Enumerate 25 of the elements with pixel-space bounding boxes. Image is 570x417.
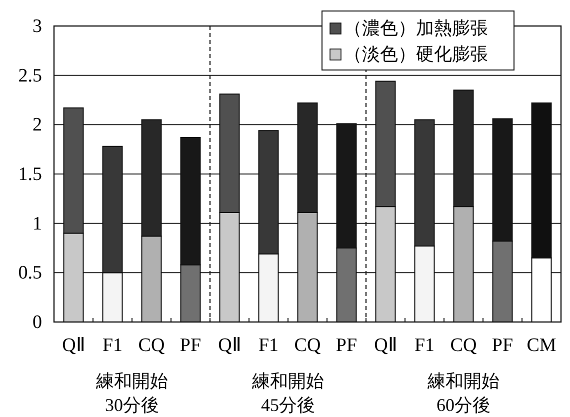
y-tick-label: 0.5	[18, 262, 42, 284]
x-tick-label: QⅡ	[218, 335, 241, 356]
x-tick-label: CM	[526, 335, 556, 356]
x-tick-label: CQ	[294, 335, 321, 356]
y-tick-label: 1	[32, 213, 42, 234]
x-tick-label: F1	[414, 335, 435, 356]
y-tick-label: 3	[32, 16, 42, 37]
x-tick-label: QⅡ	[62, 335, 85, 356]
y-tick-label: 2	[32, 114, 42, 136]
text: 練和開始 30分後	[95, 371, 168, 415]
x-tick-label: F1	[258, 335, 279, 356]
text: 練和開始 45分後	[251, 371, 324, 415]
text: 練和開始 60分後	[426, 371, 500, 415]
x-tick-label: F1	[102, 335, 123, 356]
x-tick-label: QⅡ	[374, 335, 397, 356]
legend-label: （濃色）加熱膨張	[344, 18, 488, 38]
x-tick-label: PF	[492, 335, 514, 356]
y-tick-label: 1.5	[18, 164, 42, 185]
x-tick-label: CQ	[138, 335, 165, 356]
x-tick-label: PF	[336, 335, 358, 356]
x-tick-label: CQ	[450, 335, 477, 356]
legend-label: （淡色）硬化膨張	[344, 44, 488, 64]
y-tick-label: 2.5	[18, 65, 42, 86]
x-tick-label: PF	[180, 335, 202, 356]
y-tick-label: 0	[32, 312, 42, 333]
